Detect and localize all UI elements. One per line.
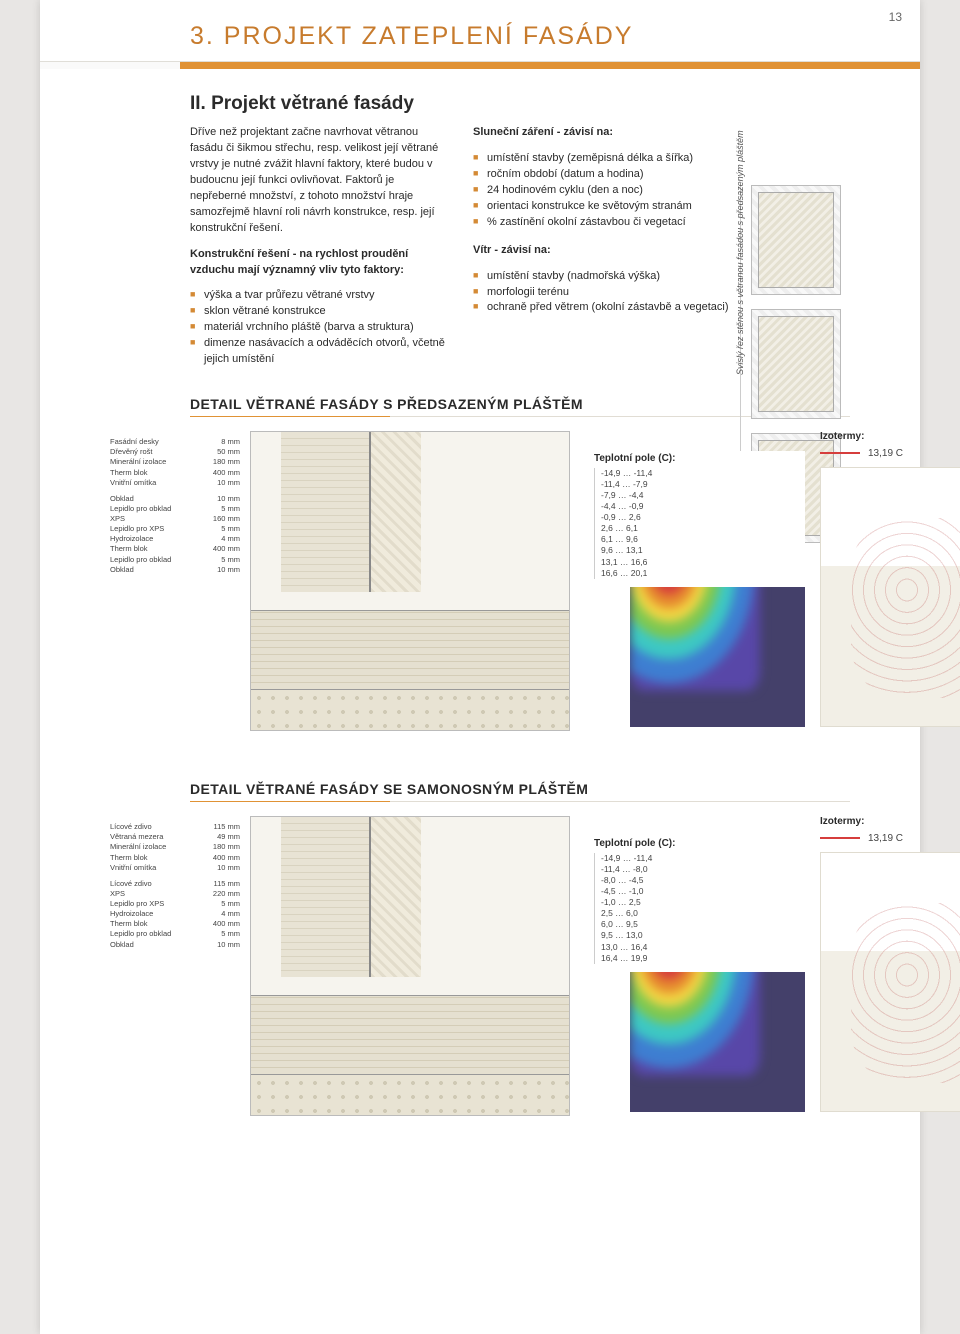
sun-list: umístění stavby (zeměpisná délka a šířka…	[473, 151, 730, 231]
layer-row: Therm blok400 mm	[110, 468, 240, 478]
konstrukcni-list: výška a tvar průřezu větrané vrstvysklon…	[190, 288, 447, 368]
layer-row: Therm blok400 mm	[110, 544, 240, 554]
thermal-range: -4,4 … -0,9	[601, 501, 694, 512]
layer-row: Fasádní desky8 mm	[110, 437, 240, 447]
intro-paragraph: Dříve než projektant začne navrhovat vět…	[190, 125, 447, 237]
layer-row: Lepidlo pro obklad5 mm	[110, 555, 240, 565]
layer-row: Lepidlo pro obklad5 mm	[110, 929, 240, 939]
bullet-item: % zastínění okolní zástavbou či vegetací	[473, 215, 730, 231]
page-number: 13	[889, 10, 902, 24]
detail2-heading: DETAIL VĚTRANÉ FASÁDY SE SAMONOSNÝM PLÁŠ…	[190, 781, 850, 797]
bullet-item: umístění stavby (zeměpisná délka a šířka…	[473, 151, 730, 167]
layer-row: XPS160 mm	[110, 514, 240, 524]
konstrukcni-lead: Konstrukční řešení - na rychlost prouděn…	[190, 247, 447, 279]
technical-drawing-2	[250, 816, 570, 1116]
bullet-item: ochraně před větrem (okolní zástavbě a v…	[473, 300, 730, 316]
layer-row: Lícové zdivo115 mm	[110, 822, 240, 832]
technical-drawing-1	[250, 431, 570, 731]
bullet-item: orientaci konstrukce ke světovým stranám	[473, 199, 730, 215]
thermal-range: -14,9 … -11,4	[601, 853, 694, 864]
layer-row: Obklad10 mm	[110, 940, 240, 950]
wind-lead: Vítr - závisí na:	[473, 243, 730, 259]
layer-row: Lícové zdivo115 mm	[110, 879, 240, 889]
title-rule	[40, 61, 920, 69]
layer-row: Minerální izolace180 mm	[110, 842, 240, 852]
bullet-item: 24 hodinovém cyklu (den a noc)	[473, 183, 730, 199]
bullet-item: dimenze nasávacích a odváděcích otvorů, …	[190, 336, 447, 368]
bullet-item: výška a tvar průřezu větrané vrstvy	[190, 288, 447, 304]
thermal-range: 16,6 … 20,1	[601, 568, 694, 579]
thermal-range: 13,1 … 16,6	[601, 557, 694, 568]
layer-row: Therm blok400 mm	[110, 919, 240, 929]
thermal-field-1: Teplotní pole (C): -14,9 … -11,4-11,4 … …	[590, 431, 805, 731]
bullet-item: sklon větrané konstrukce	[190, 304, 447, 320]
layer-row: Minerální izolace180 mm	[110, 457, 240, 467]
thermal-range: -11,4 … -8,0	[601, 864, 694, 875]
thermal-range: 13,0 … 16,4	[601, 942, 694, 953]
detail-rule-2	[190, 801, 850, 802]
layer-row: Lepidlo pro obklad5 mm	[110, 504, 240, 514]
bullet-item: ročním období (datum a hodina)	[473, 167, 730, 183]
layer-row: Obklad10 mm	[110, 494, 240, 504]
thermal-range: -8,0 … -4,5	[601, 875, 694, 886]
bullet-item: materiál vrchního pláště (barva a strukt…	[190, 320, 447, 336]
thermal-range: 2,5 … 6,0	[601, 908, 694, 919]
layer-row: Dřevěný rošt50 mm	[110, 447, 240, 457]
sun-lead: Sluneční záření - závisí na:	[473, 125, 730, 141]
isotherms-1: Izotermy: 13,19 C	[820, 431, 960, 731]
layer-row: Lepidlo pro XPS5 mm	[110, 524, 240, 534]
layer-row: XPS220 mm	[110, 889, 240, 899]
layer-row: Vnitřní omítka10 mm	[110, 478, 240, 488]
thermal-range: -14,9 … -11,4	[601, 468, 694, 479]
thermal-range: 6,1 … 9,6	[601, 534, 694, 545]
thermal-range: 9,6 … 13,1	[601, 545, 694, 556]
wind-list: umístění stavby (nadmořská výška)morfolo…	[473, 269, 730, 317]
side-diagram-caption: Svislý řez stěnou s větranou fasádou s p…	[735, 130, 745, 375]
layer-row: Hydroizolace4 mm	[110, 534, 240, 544]
thermal-range: -11,4 … -7,9	[601, 479, 694, 490]
thermal-range: -0,9 … 2,6	[601, 512, 694, 523]
layer-row: Lepidlo pro XPS5 mm	[110, 899, 240, 909]
thermal-range: -7,9 … -4,4	[601, 490, 694, 501]
main-title: 3. PROJEKT ZATEPLENÍ FASÁDY	[40, 0, 920, 57]
bullet-item: umístění stavby (nadmořská výška)	[473, 269, 730, 285]
bullet-item: morfologii terénu	[473, 285, 730, 301]
section-title: II. Projekt větrané fasády	[190, 93, 850, 115]
thermal-range: -1,0 … 2,5	[601, 897, 694, 908]
layers-list-2: Lícové zdivo115 mmVětraná mezera49 mmMin…	[110, 822, 240, 950]
thermal-range: 6,0 … 9,5	[601, 919, 694, 930]
thermal-range: -4,5 … -1,0	[601, 886, 694, 897]
layer-row: Therm blok400 mm	[110, 853, 240, 863]
thermal-field-2: Teplotní pole (C): -14,9 … -11,4-11,4 … …	[590, 816, 805, 1116]
layer-row: Vnitřní omítka10 mm	[110, 863, 240, 873]
layer-row: Obklad10 mm	[110, 565, 240, 575]
layer-row: Větraná mezera49 mm	[110, 832, 240, 842]
layer-row: Hydroizolace4 mm	[110, 909, 240, 919]
layers-list-1: Fasádní desky8 mmDřevěný rošt50 mmMinerá…	[110, 437, 240, 575]
thermal-range: 16,4 … 19,9	[601, 953, 694, 964]
thermal-range: 9,5 … 13,0	[601, 930, 694, 941]
isotherms-2: Izotermy: 13,19 C	[820, 816, 960, 1116]
thermal-range: 2,6 … 6,1	[601, 523, 694, 534]
